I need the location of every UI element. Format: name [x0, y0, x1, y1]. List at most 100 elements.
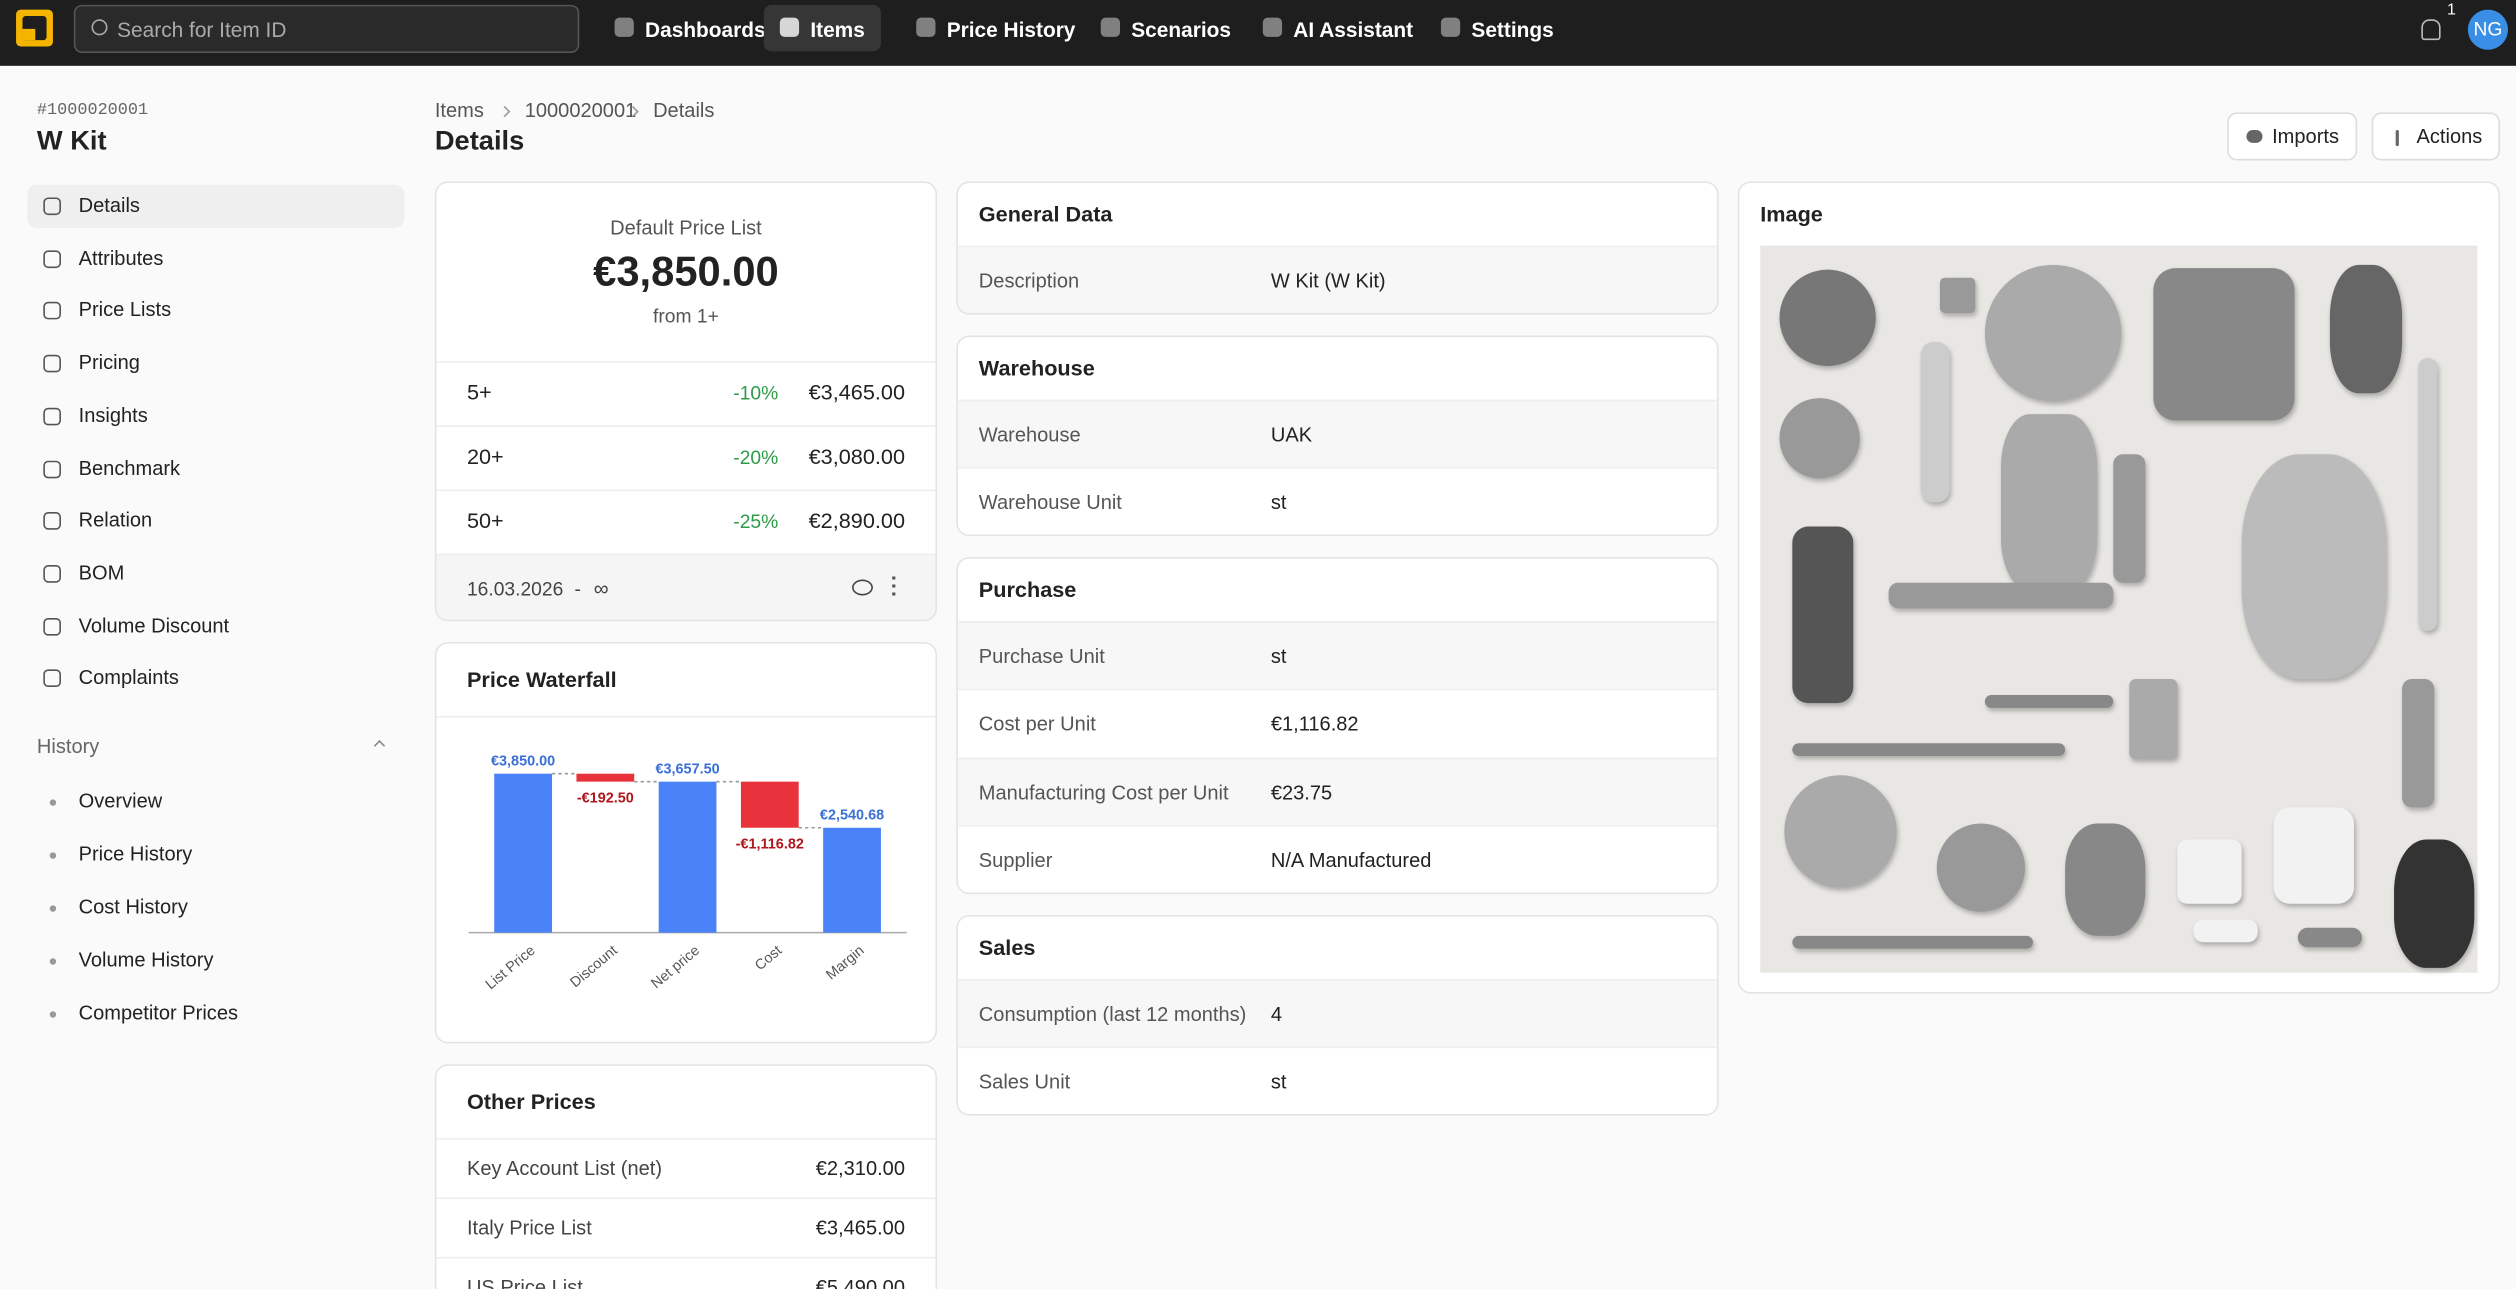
- image-object: [1792, 935, 2034, 949]
- image-object: [1920, 341, 1950, 503]
- image-object: [2153, 268, 2295, 421]
- nav-label: Dashboards: [645, 17, 766, 42]
- nav-item[interactable]: Scenarios: [1100, 5, 1231, 52]
- section-title: Sales: [978, 935, 1036, 960]
- price-list-price: €5,490.00: [815, 1276, 905, 1289]
- price-list-name: Italy Price List: [466, 1216, 592, 1240]
- sidebar-label: Pricing: [78, 351, 140, 375]
- history-item[interactable]: Price History: [78, 842, 193, 866]
- field-value: UAK: [1270, 422, 1313, 446]
- sidebar-item[interactable]: Details: [27, 184, 405, 228]
- field-label: Supplier: [978, 849, 1053, 872]
- image-object: [1779, 398, 1860, 479]
- button-icon: [2395, 130, 2399, 147]
- top-nav: Search for Item ID Dashboards Items Price H…: [0, 0, 2516, 66]
- sidebar-label: Attributes: [78, 246, 164, 270]
- image-object: [1784, 775, 1897, 888]
- nav-item[interactable]: Items: [763, 4, 881, 52]
- avatar[interactable]: NG: [2467, 9, 2508, 50]
- x-tick-label: List Price: [483, 943, 539, 993]
- history-item[interactable]: Competitor Prices: [78, 1001, 239, 1025]
- nav-icon: [916, 17, 936, 37]
- action-button[interactable]: Imports: [2227, 112, 2358, 161]
- item-name: W Kit: [36, 125, 107, 156]
- bell-icon[interactable]: [2421, 19, 2441, 41]
- tier-discount: -25%: [733, 510, 779, 533]
- field-label: Sales Unit: [978, 1070, 1071, 1094]
- tier-discount: -10%: [733, 382, 779, 405]
- page-title: Details: [434, 125, 525, 156]
- value-label: -€1,116.82: [736, 837, 804, 853]
- image-object: [2402, 678, 2435, 808]
- tier-discount: -20%: [733, 446, 779, 469]
- logo[interactable]: [16, 9, 53, 47]
- chart-title: Price Waterfall: [466, 667, 617, 692]
- image-object: [1792, 743, 2066, 757]
- nav-icon: [1440, 17, 1461, 37]
- field-label: Description: [978, 269, 1080, 293]
- other-prices-title: Other Prices: [466, 1089, 596, 1115]
- breadcrumb[interactable]: Items: [434, 99, 484, 122]
- image-object: [2418, 357, 2438, 631]
- sidebar-item[interactable]: Attributes: [27, 237, 404, 280]
- bar: [740, 781, 799, 828]
- sidebar-item[interactable]: BOM: [27, 552, 404, 595]
- sidebar-label: Relation: [78, 509, 153, 532]
- search-placeholder: Search for Item ID: [117, 17, 287, 42]
- image-object: [2394, 839, 2475, 968]
- sidebar-item[interactable]: Price Lists: [27, 290, 404, 333]
- value-label: €3,850.00: [491, 754, 555, 770]
- nav-item[interactable]: Dashboards: [614, 5, 766, 52]
- history-item[interactable]: Overview: [78, 789, 163, 813]
- sidebar-icon: [43, 564, 61, 583]
- image-object: [1936, 823, 2026, 912]
- view-icon[interactable]: [852, 579, 873, 596]
- notification-count: 1: [2447, 1, 2456, 20]
- tier-quantity: 20+: [466, 444, 504, 469]
- bar: [823, 827, 881, 933]
- bar: [658, 781, 717, 933]
- nav-item[interactable]: Settings: [1440, 5, 1554, 52]
- history-title[interactable]: History: [36, 735, 100, 758]
- validity-separator: -: [574, 577, 581, 601]
- data-row: [957, 825, 1717, 892]
- sidebar-item[interactable]: Complaints: [27, 657, 404, 700]
- button-label: Actions: [2416, 125, 2483, 148]
- sidebar-item[interactable]: Benchmark: [27, 447, 404, 490]
- image-object: [2129, 678, 2178, 760]
- data-row: [957, 688, 1717, 759]
- breadcrumb-separator: [498, 105, 511, 118]
- value-label: -€192.50: [577, 791, 634, 807]
- nav-item[interactable]: Price History: [916, 5, 1075, 52]
- collapse-chevron[interactable]: [373, 739, 386, 752]
- sidebar-item[interactable]: Relation: [27, 500, 404, 543]
- sidebar-label: Price Lists: [78, 299, 172, 322]
- sidebar-icon: [43, 669, 61, 688]
- sidebar-item[interactable]: Pricing: [27, 342, 404, 385]
- nav-item[interactable]: AI Assistant: [1262, 5, 1413, 52]
- image-object: [2273, 807, 2354, 904]
- sidebar-item[interactable]: Volume Discount: [27, 605, 404, 648]
- field-label: Consumption (last 12 months): [978, 1002, 1247, 1025]
- sidebar-item[interactable]: Insights: [27, 395, 404, 438]
- image-object: [2065, 823, 2146, 936]
- valid-from: 16.03.2026: [466, 577, 564, 601]
- sidebar-label: Insights: [78, 404, 148, 427]
- x-tick-label: Cost: [752, 943, 785, 974]
- price: €3,850.00: [593, 247, 779, 296]
- image-object: [1984, 264, 2122, 402]
- bar: [576, 773, 635, 782]
- history-item[interactable]: Cost History: [78, 895, 188, 919]
- data-row: [957, 467, 1717, 534]
- more-icon[interactable]: [892, 576, 896, 596]
- action-button[interactable]: Actions: [2371, 112, 2500, 161]
- image-object: [1779, 269, 1876, 366]
- search-box[interactable]: Search for Item ID: [73, 4, 580, 53]
- tier-row: [436, 425, 936, 491]
- breadcrumb[interactable]: 1000020001: [524, 99, 637, 122]
- field-value: st: [1270, 491, 1287, 514]
- history-item[interactable]: Volume History: [78, 948, 214, 972]
- tier-row: [436, 361, 936, 427]
- data-section: General Data Description W Kit (W Kit): [956, 181, 1719, 314]
- button-label: Imports: [2272, 125, 2340, 148]
